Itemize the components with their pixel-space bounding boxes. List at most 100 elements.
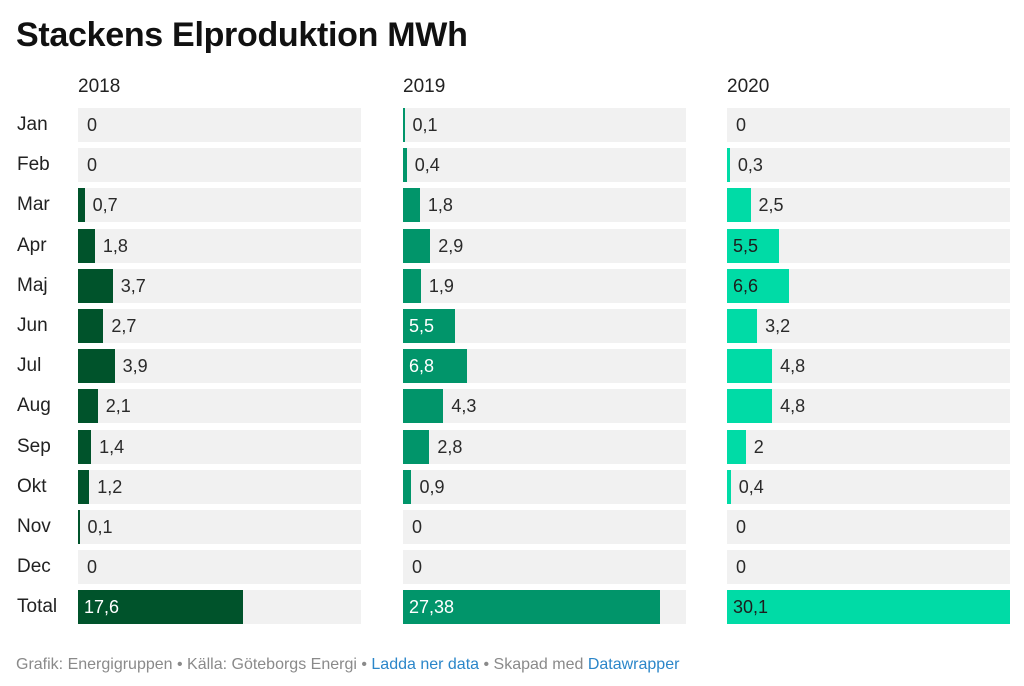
row-label-aug: Aug [17, 395, 51, 417]
bar-track-2018-jun: 2,7 [78, 309, 361, 343]
value-label-2019-jul: 6,8 [409, 356, 435, 377]
bar-2019-jan [403, 108, 405, 142]
bar-track-2019-mar: 1,8 [403, 188, 686, 223]
value-label-2020-jan: 0 [736, 115, 747, 135]
value-label-2018-total: 17,6 [84, 597, 120, 618]
bar-track-2020-jul: 4,8 [727, 349, 1010, 384]
value-label-2020-okt: 0,4 [738, 476, 764, 497]
value-label-2018-aug: 2,1 [105, 396, 131, 417]
bar-2019-jul [403, 349, 467, 384]
value-label-2019-maj: 1,9 [428, 275, 454, 296]
bar-track-2018-apr: 1,8 [78, 228, 361, 263]
value-label-2019-feb: 0,4 [414, 155, 440, 176]
value-label-2019-dec: 0 [412, 557, 423, 578]
bar-2018-maj [78, 268, 113, 303]
value-label-2019-jun: 5,5 [409, 316, 435, 336]
bar-track-2020-apr: 5,5 [727, 228, 1010, 263]
footer: Grafik: Energigruppen • Källa: Göteborgs… [16, 656, 679, 674]
value-label-2020-aug: 4,8 [780, 396, 806, 417]
value-label-2018-jul: 3,9 [122, 356, 148, 377]
value-label-2020-feb: 0,3 [737, 155, 763, 176]
bar-track-2018-sep: 1,4 [78, 429, 361, 464]
bar-track-2020-okt: 0,4 [727, 469, 1010, 504]
bar-2019-total [403, 590, 661, 625]
value-label-2019-okt: 0,9 [419, 476, 445, 497]
value-label-2018-feb: 0 [87, 155, 98, 176]
bar-track-2020-nov: 0 [727, 510, 1010, 544]
bar-track-2018-aug: 2,1 [78, 389, 361, 424]
value-label-2018-apr: 1,8 [102, 235, 128, 256]
bar-track-2019-sep: 2,8 [403, 429, 686, 464]
bar-track-2020-aug: 4,8 [727, 389, 1010, 424]
bar-track-2019-aug: 4,3 [403, 389, 686, 424]
row-label-nov: Nov [17, 516, 51, 537]
column-header-2018: 2018 [78, 76, 121, 97]
bar-track-2018-jan: 0 [78, 108, 361, 142]
value-label-2018-jun: 2,7 [111, 316, 137, 336]
row-label-jun: Jun [17, 315, 48, 336]
bar-2018-aug [78, 389, 98, 424]
bar-2019-apr [403, 228, 431, 263]
bar-track-2020-feb: 0,3 [727, 148, 1010, 183]
bar-2020-aug [727, 389, 773, 424]
bar-track-2020-maj: 6,6 [727, 268, 1010, 303]
bar-track-2018-feb: 0 [78, 148, 361, 183]
bar-2020-okt [727, 469, 731, 504]
value-label-2018-sep: 1,4 [99, 436, 125, 457]
chart-title: Stackens Elproduktion MWh [16, 16, 468, 54]
value-label-2018-okt: 1,2 [97, 476, 123, 497]
bar-2019-jun [403, 309, 455, 343]
value-label-2020-jun: 3,2 [765, 316, 791, 336]
value-label-2020-apr: 5,5 [733, 235, 759, 256]
bar-track-2020-jun: 3,2 [727, 309, 1010, 343]
bar-track-2018-dec: 0 [78, 550, 361, 585]
bar-2020-maj [727, 268, 790, 303]
bar-2019-maj [403, 268, 421, 303]
bar-track-2019-maj: 1,9 [403, 268, 686, 303]
bar-2020-sep [727, 429, 746, 464]
value-label-2020-mar: 2,5 [758, 195, 784, 216]
bar-2020-feb [727, 148, 730, 183]
bar-2020-mar [727, 188, 751, 223]
row-label-dec: Dec [17, 556, 51, 578]
bar-2018-okt [78, 469, 90, 504]
column-header-2020: 2020 [727, 76, 770, 97]
bar-2020-apr [727, 228, 779, 263]
row-label-mar: Mar [17, 194, 50, 216]
bar-track-2019-jul: 6,8 [403, 349, 686, 384]
download-data-link[interactable]: Ladda ner data [371, 656, 480, 673]
value-label-2018-dec: 0 [87, 557, 98, 578]
bar-track-2018-maj: 3,7 [78, 268, 361, 303]
bar-track-2019-apr: 2,9 [403, 228, 686, 263]
bar-track-2019-okt: 0,9 [403, 469, 686, 504]
bar-track-2020-sep: 2 [727, 429, 1010, 464]
bar-track-2018-nov: 0,1 [78, 510, 361, 544]
bar-2020-jul [727, 349, 773, 384]
bar-track-2019-feb: 0,4 [403, 148, 686, 183]
bar-track-2020-jan: 0 [727, 108, 1010, 142]
bar-2020-jun [727, 309, 758, 343]
row-label-okt: Okt [17, 475, 47, 497]
value-label-2018-jan: 0 [87, 115, 98, 135]
footer-credit: Grafik: Energigruppen • Källa: Göteborgs… [16, 656, 372, 673]
bar-track-2018-mar: 0,7 [78, 188, 361, 223]
bar-track-2019-jun: 5,5 [403, 309, 686, 343]
value-label-2019-jan: 0,1 [412, 115, 438, 135]
bar-track-2020-total: 30,1 [727, 590, 1010, 625]
datawrapper-link[interactable]: Datawrapper [587, 656, 680, 673]
value-label-2018-nov: 0,1 [87, 517, 113, 537]
bar-2018-total [78, 590, 244, 625]
bar-2019-mar [403, 188, 420, 223]
row-label-jan: Jan [17, 114, 48, 135]
bar-2019-feb [403, 148, 407, 183]
value-label-2019-total: 27,38 [409, 597, 455, 618]
value-label-2020-total: 30,1 [733, 597, 769, 618]
row-label-jul: Jul [17, 355, 42, 377]
bar-2018-jun [78, 309, 104, 343]
column-header-2019: 2019 [403, 76, 446, 97]
value-label-2019-apr: 2,9 [438, 235, 464, 256]
value-label-2018-mar: 0,7 [92, 195, 118, 216]
bar-track-2019-dec: 0 [403, 550, 686, 585]
value-label-2020-jul: 4,8 [780, 356, 806, 377]
bar-track-2018-jul: 3,9 [78, 349, 361, 384]
